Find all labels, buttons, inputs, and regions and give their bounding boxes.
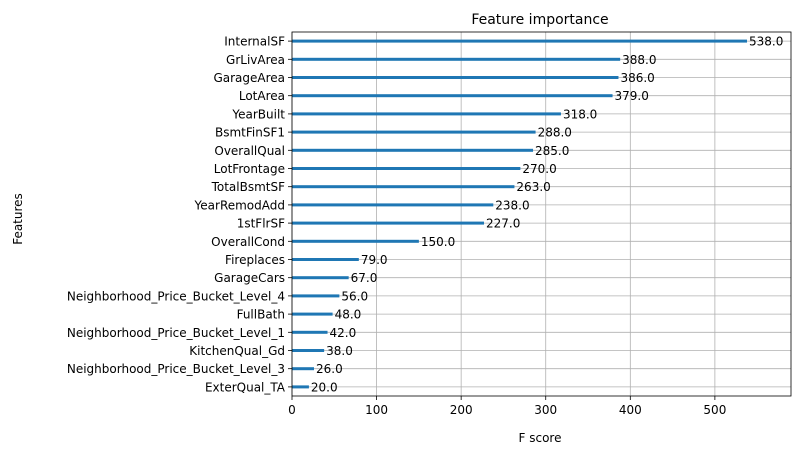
bar-value-label: 318.0 (563, 107, 597, 121)
bar-value-label: 288.0 (538, 126, 572, 140)
bar (292, 258, 359, 261)
bar-value-label: 379.0 (615, 89, 649, 103)
x-axis-label: F score (519, 431, 562, 445)
bar (292, 112, 561, 116)
bar (292, 167, 521, 170)
y-tick-label: Neighborhood_Price_Bucket_Level_1 (67, 326, 285, 340)
bar (292, 276, 349, 280)
plot-frame (291, 31, 792, 397)
bar (292, 148, 534, 152)
y-tick-label: InternalSF (224, 35, 285, 49)
bar-value-label: 388.0 (622, 53, 656, 67)
x-tick-label: 500 (703, 403, 726, 417)
y-tick-label: 1stFlrSF (237, 217, 285, 231)
y-tick-label: Neighborhood_Price_Bucket_Level_3 (67, 362, 285, 376)
bar (292, 39, 748, 43)
y-tick-label: YearRemodAdd (194, 198, 285, 212)
bar-value-label: 67.0 (351, 271, 378, 285)
chart-title: Feature importance (471, 12, 608, 28)
y-axis-label: Features (11, 193, 25, 245)
y-tick-label: GarageCars (214, 271, 285, 285)
bar-value-label: 79.0 (361, 253, 388, 267)
y-tick-label: LotFrontage (214, 162, 285, 176)
bar (292, 367, 314, 371)
bar (292, 385, 309, 389)
bar-value-label: 56.0 (341, 289, 368, 303)
x-tick-label: 300 (534, 403, 557, 417)
bar-value-label: 538.0 (749, 35, 783, 49)
bar (292, 349, 325, 352)
bar (292, 312, 333, 316)
x-tick-label: 200 (450, 403, 473, 417)
y-tick-label: OverallQual (214, 144, 285, 158)
y-tick-label: FullBath (237, 308, 285, 322)
bar (292, 239, 419, 243)
y-tick-label: TotalBsmtSF (211, 180, 286, 194)
plot-area: 538.0 388.0 386.0 379.0 318.0 288.0 285.0 270.0… (67, 31, 792, 417)
y-tick-label: ExterQual_TA (205, 380, 286, 394)
bar-value-label: 386.0 (620, 71, 654, 85)
bar (292, 76, 619, 79)
bar-value-label: 285.0 (535, 144, 569, 158)
x-tick-label: 100 (365, 403, 388, 417)
y-tick-label: YearBuilt (231, 107, 285, 121)
bar (292, 57, 621, 61)
y-tick-label: Neighborhood_Price_Bucket_Level_4 (67, 289, 285, 303)
x-tick-label: 400 (619, 403, 642, 417)
bar-value-label: 238.0 (495, 198, 529, 212)
bar-value-label: 270.0 (522, 162, 556, 176)
y-tick-label: Fireplaces (225, 253, 285, 267)
y-tick-label: GrLivArea (226, 53, 285, 67)
bar (292, 221, 484, 225)
bar (292, 185, 515, 189)
bar-value-label: 38.0 (326, 344, 353, 358)
x-tick-label: 0 (288, 403, 296, 417)
y-tick-label: BsmtFinSF1 (215, 126, 285, 140)
bar-value-label: 26.0 (316, 362, 343, 376)
bar (292, 294, 340, 298)
bar-value-label: 48.0 (335, 308, 362, 322)
bar (292, 330, 328, 334)
bar-value-label: 263.0 (516, 180, 550, 194)
bar (292, 130, 536, 134)
bar (292, 203, 494, 207)
bar-value-label: 42.0 (330, 326, 357, 340)
y-tick-label: LotArea (239, 89, 285, 103)
y-tick-label: KitchenQual_Gd (189, 344, 285, 358)
bar-value-label: 227.0 (486, 217, 520, 231)
y-tick-label: GarageArea (213, 71, 285, 85)
bar (292, 94, 613, 98)
y-tick-label: OverallCond (211, 235, 285, 249)
bar-value-label: 150.0 (421, 235, 455, 249)
bar-value-label: 20.0 (311, 380, 338, 394)
